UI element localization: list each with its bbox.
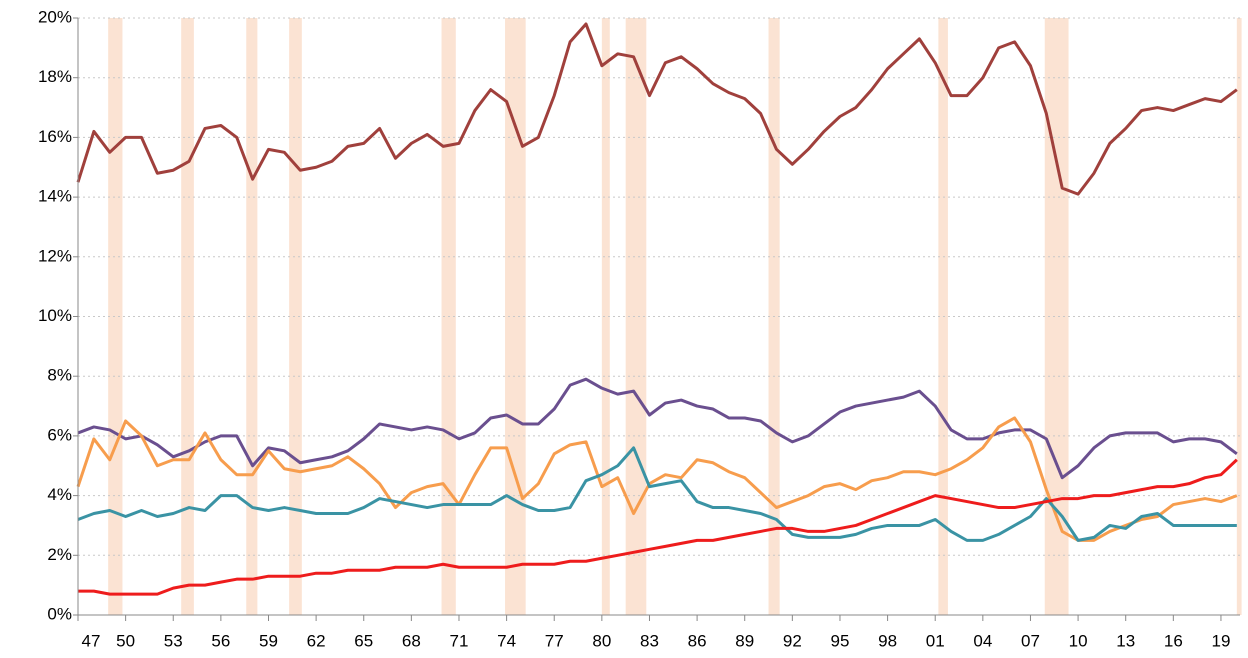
y-tick-label: 4%	[47, 485, 72, 504]
y-tick-label: 0%	[47, 604, 72, 623]
x-tick-label: 86	[688, 631, 707, 650]
y-tick-label: 2%	[47, 545, 72, 564]
x-tick-label: 98	[878, 631, 897, 650]
series-line	[78, 458, 1238, 596]
y-tick-label: 8%	[47, 366, 72, 385]
recession-band	[181, 18, 194, 615]
recession-band	[246, 18, 258, 615]
y-tick-label: 16%	[38, 127, 72, 146]
x-tick-label: 65	[354, 631, 373, 650]
recession-band	[1044, 18, 1069, 615]
recession-band	[108, 18, 123, 615]
y-tick-label: 14%	[38, 187, 72, 206]
x-tick-label: 89	[735, 631, 754, 650]
y-tick-label: 10%	[38, 306, 72, 325]
x-tick-label: 68	[402, 631, 421, 650]
y-tick-label: 20%	[38, 7, 72, 26]
y-tick-label: 6%	[47, 425, 72, 444]
x-tick-label: 92	[783, 631, 802, 650]
x-tick-label: 10	[1069, 631, 1088, 650]
x-tick-label: 13	[1116, 631, 1135, 650]
x-tick-label: 80	[592, 631, 611, 650]
y-tick-label: 12%	[38, 246, 72, 265]
x-tick-label: 74	[497, 631, 516, 650]
x-tick-label: 71	[450, 631, 469, 650]
x-tick-label: 04	[973, 631, 992, 650]
x-tick-label: 19	[1211, 631, 1230, 650]
x-tick-label: 07	[1021, 631, 1040, 650]
x-tick-label: 62	[307, 631, 326, 650]
series-line	[76, 22, 1238, 196]
y-tick-label: 18%	[38, 67, 72, 86]
x-tick-label: 16	[1164, 631, 1183, 650]
series-line	[76, 416, 1238, 542]
series-line	[77, 377, 1238, 480]
x-tick-label: 59	[259, 631, 278, 650]
x-tick-label: 53	[164, 631, 183, 650]
axis-layer: 0% 2% 4% 6% 8% 10% 12% 14% 16% 18% 20% 47 50 53 56 59 62…	[38, 7, 1240, 650]
x-tick-label: 01	[926, 631, 945, 650]
x-tick-label: 47	[82, 631, 101, 650]
x-tick-label: 56	[211, 631, 230, 650]
x-tick-label: 83	[640, 631, 659, 650]
recession-band	[505, 18, 526, 615]
x-tick-label: 50	[116, 631, 135, 650]
x-tick-label: 95	[831, 631, 850, 650]
line-layer	[76, 22, 1238, 596]
x-tick-label: 77	[545, 631, 564, 650]
recession-band	[601, 18, 610, 615]
